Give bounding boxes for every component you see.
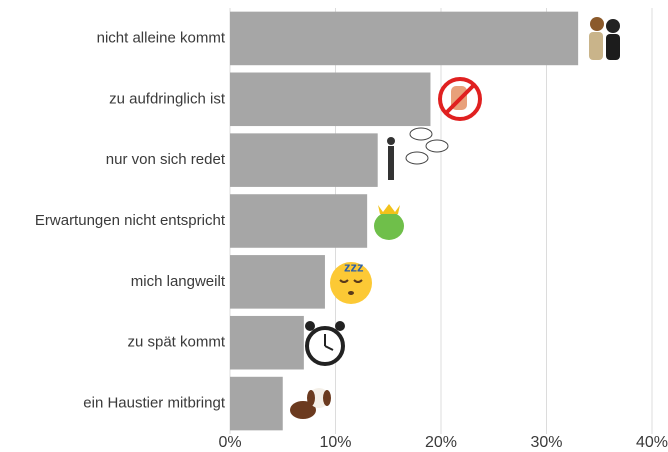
bars <box>230 12 578 431</box>
bar <box>230 316 304 370</box>
bar <box>230 12 578 66</box>
icon-women <box>589 17 620 60</box>
icon-zzz: zzz <box>344 259 364 274</box>
bar <box>230 133 378 187</box>
x-tick-label: 30% <box>530 434 562 451</box>
y-tick-label: Erwartungen nicht entspricht <box>35 212 226 229</box>
icon-stop <box>440 79 480 119</box>
icon-clock <box>305 321 345 364</box>
icon-dog <box>290 388 331 419</box>
y-tick-label: ein Haustier mitbringt <box>83 395 226 412</box>
y-tick-label: nur von sich redet <box>106 151 226 168</box>
icon-sleepy: zzz <box>330 259 372 304</box>
x-tick-label: 10% <box>319 434 351 451</box>
bar <box>230 255 325 309</box>
x-tick-label: 0% <box>218 434 241 451</box>
icon-talker <box>387 128 448 180</box>
chart: zzz 0% 10% 20% 30% 40% nicht alleine kommt zu … <box>0 0 668 452</box>
y-tick-label: zu spät kommt <box>127 334 225 351</box>
y-tick-label: nicht alleine kommt <box>97 29 226 46</box>
icon-frog <box>374 204 404 240</box>
x-tick-label: 40% <box>636 434 668 451</box>
y-tick-label: mich langweilt <box>131 273 226 290</box>
bar <box>230 73 430 127</box>
y-tick-label: zu aufdringlich ist <box>109 90 226 107</box>
bar <box>230 194 367 248</box>
page: {"chart_data": {"type": "bar", "orientat… <box>0 0 668 452</box>
bar <box>230 377 283 431</box>
x-tick-label: 20% <box>425 434 457 451</box>
